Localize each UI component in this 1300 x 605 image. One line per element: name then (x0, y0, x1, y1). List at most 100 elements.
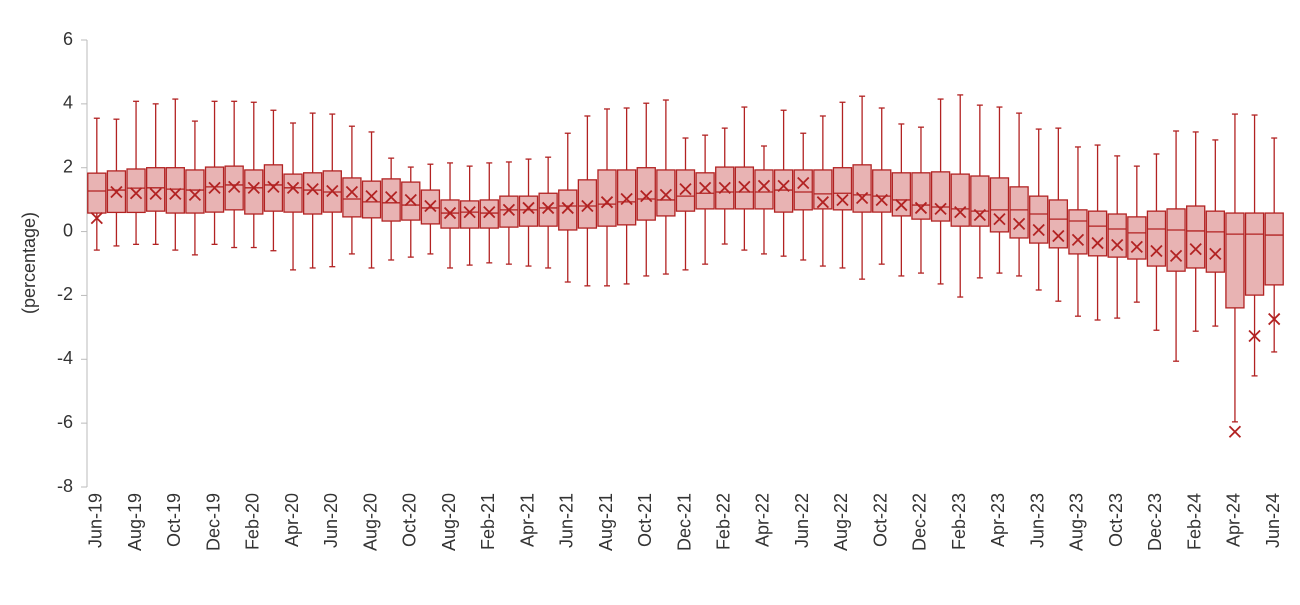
mean-marker (228, 180, 241, 194)
mean-marker (267, 180, 280, 194)
mean-marker (188, 188, 202, 201)
x-tick-label: Aug-20 (439, 493, 459, 551)
box (577, 179, 598, 229)
mean-marker (542, 201, 555, 215)
box (970, 175, 990, 227)
x-tick-label: Aug-20 (360, 493, 380, 551)
box (165, 167, 185, 214)
mean-marker (345, 185, 359, 199)
box (891, 172, 912, 217)
mean-marker (738, 180, 751, 194)
mean-marker (522, 201, 535, 215)
mean-marker (954, 205, 967, 219)
mean-marker (895, 198, 908, 212)
box (813, 169, 833, 210)
box (1146, 210, 1167, 267)
mean-marker (797, 176, 810, 190)
mean-marker (561, 201, 574, 215)
mean-marker (424, 199, 437, 213)
y-tick-label: 2 (63, 156, 73, 176)
mean-marker (502, 203, 516, 216)
box (1225, 212, 1245, 309)
box (381, 178, 401, 222)
box (538, 192, 558, 227)
mean-marker (365, 189, 378, 203)
x-tick-label: Apr-24 (1224, 493, 1244, 547)
box (283, 173, 303, 213)
mean-marker (1248, 329, 1261, 343)
box (950, 173, 970, 227)
box (911, 172, 931, 220)
box (126, 168, 146, 214)
box (1127, 216, 1147, 260)
box (930, 171, 951, 222)
mean-marker (90, 212, 103, 225)
x-tick-label: Feb-22 (713, 493, 733, 550)
x-tick-label: Oct-21 (635, 493, 655, 547)
mean-marker (1111, 238, 1124, 252)
box (342, 177, 362, 218)
x-tick-label: Feb-21 (478, 493, 498, 550)
x-tick-label: Aug-21 (596, 493, 616, 551)
box (1048, 199, 1069, 249)
box (1186, 205, 1206, 269)
box (361, 180, 382, 219)
mean-marker (836, 193, 849, 207)
box (1205, 210, 1225, 273)
x-tick-label: Feb-23 (949, 493, 969, 550)
x-tick-label: Jun-24 (1263, 493, 1283, 548)
mean-marker (1032, 223, 1045, 237)
y-tick-label: -8 (57, 476, 73, 496)
x-tick-label: Aug-19 (125, 493, 145, 551)
x-tick-label: Jun-19 (86, 493, 106, 548)
mean-marker (1052, 229, 1065, 243)
box (479, 199, 499, 229)
mean-marker (581, 199, 594, 213)
mean-marker (875, 193, 888, 207)
box (518, 195, 539, 227)
mean-marker (1012, 217, 1026, 231)
mean-marker (1268, 312, 1281, 326)
x-tick-label: Dec-19 (203, 493, 223, 551)
y-tick-label: 0 (63, 220, 73, 240)
box (852, 164, 872, 213)
x-tick-label: Oct-19 (164, 493, 184, 547)
x-tick-label: Dec-21 (674, 493, 694, 551)
box (675, 169, 696, 212)
x-tick-label: Feb-24 (1184, 493, 1204, 550)
y-tick-label: 4 (63, 93, 73, 113)
box (597, 169, 617, 227)
x-tick-label: Apr-21 (517, 493, 537, 547)
mean-marker (208, 181, 221, 194)
box (1166, 208, 1186, 272)
box (87, 172, 107, 214)
mean-marker (169, 187, 182, 201)
y-axis-title: (percentage) (19, 212, 39, 314)
box (832, 167, 853, 211)
box (656, 169, 676, 217)
x-tick-label: Jun-22 (792, 493, 812, 548)
mean-marker (973, 208, 986, 222)
mean-marker (443, 206, 457, 220)
mean-marker (718, 181, 731, 194)
box (499, 195, 519, 228)
mean-marker (1189, 242, 1202, 256)
mean-marker (993, 212, 1006, 226)
box (695, 172, 715, 210)
box (1029, 195, 1049, 244)
x-tick-label: Dec-23 (1145, 493, 1165, 551)
mean-marker (600, 196, 614, 209)
mean-marker (1071, 233, 1085, 247)
mean-marker (777, 179, 790, 193)
mean-marker (640, 189, 653, 203)
x-tick-label: Aug-23 (1067, 493, 1087, 551)
box (1107, 213, 1127, 258)
x-tick-label: Apr-20 (282, 493, 302, 547)
mean-marker (306, 182, 319, 196)
box (244, 169, 264, 215)
box (989, 177, 1010, 233)
mean-marker (110, 185, 123, 199)
box (204, 166, 225, 213)
